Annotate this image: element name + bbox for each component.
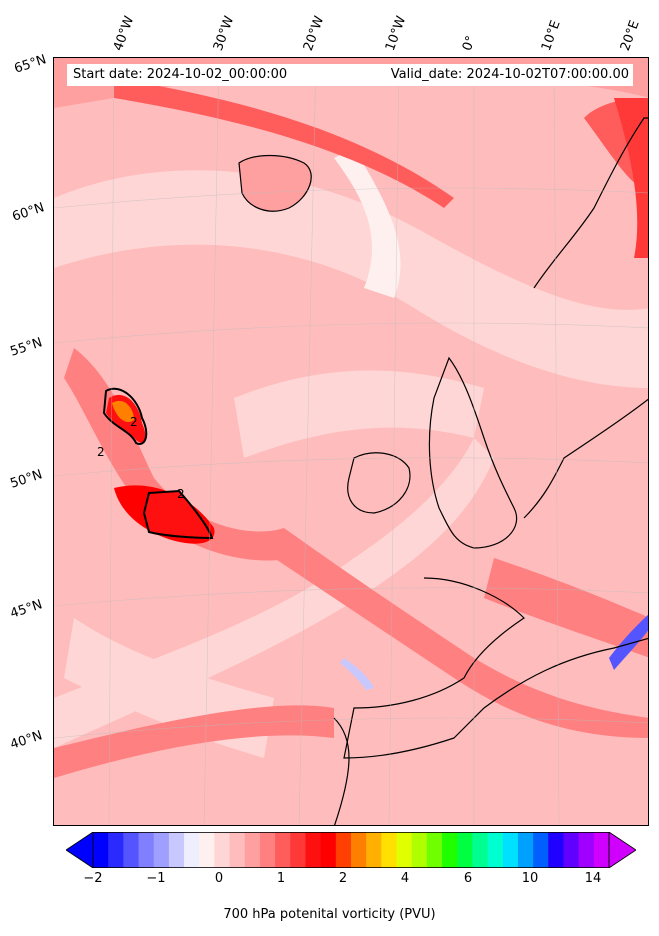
date-header: Start date: 2024-10-02_00:00:00 Valid_da…	[67, 64, 633, 86]
colorbar-swatch	[396, 832, 413, 868]
lon-label-30w: 30°W	[210, 14, 238, 53]
colorbar-title: 700 hPa potenital vorticity (PVU)	[223, 907, 436, 922]
colorbar-swatch	[366, 832, 382, 868]
lat-label-40n: 40°N	[8, 728, 45, 753]
lon-label-40w: 40°W	[110, 14, 138, 53]
colorbar-tick: 2	[338, 871, 348, 886]
colorbar-tick: 14	[584, 871, 602, 886]
colorbar-swatch	[351, 832, 367, 868]
colorbar-extend-high	[608, 832, 636, 868]
lat-label-60n: 60°N	[10, 200, 47, 225]
colorbar-swatch	[335, 832, 352, 868]
colorbar-tick: −2	[83, 871, 103, 886]
colorbar	[66, 832, 636, 868]
colorbar-tick: 10	[521, 871, 539, 886]
colorbar-swatch	[214, 832, 231, 868]
colorbar-swatch	[533, 832, 549, 868]
colorbar-swatch	[275, 832, 291, 868]
lat-label-65n: 65°N	[12, 52, 49, 77]
lon-label-20w: 20°W	[300, 14, 328, 53]
colorbar-swatch	[593, 832, 610, 868]
colorbar-swatch	[199, 832, 215, 868]
colorbar-swatch	[153, 832, 170, 868]
colorbar-swatch	[517, 832, 534, 868]
colorbar-tick: 1	[276, 871, 286, 886]
colorbar-swatch	[138, 832, 155, 868]
start-date-label: Start date: 2024-10-02_00:00:00	[73, 67, 288, 82]
colorbar-swatch	[259, 832, 276, 868]
colorbar-swatch	[487, 832, 504, 868]
colorbar-swatch	[381, 832, 398, 868]
colorbar-swatch	[502, 832, 519, 868]
contour-label: 2	[130, 415, 138, 429]
colorbar-tick: 4	[400, 871, 410, 886]
lon-label-10w: 10°W	[382, 14, 410, 53]
colorbar-swatch	[426, 832, 443, 868]
contour-label: 2	[97, 445, 105, 459]
colorbar-swatch	[290, 832, 306, 868]
colorbar-swatch	[229, 832, 246, 868]
lat-label-45n: 45°N	[8, 597, 45, 622]
lon-label-20e: 20°E	[617, 18, 643, 53]
lat-label-50n: 50°N	[8, 467, 45, 492]
colorbar-swatch	[305, 832, 322, 868]
colorbar-swatch	[578, 832, 595, 868]
colorbar-tick: 6	[463, 871, 473, 886]
contour-label: 2	[177, 487, 185, 501]
lon-label-10e: 10°E	[538, 18, 564, 53]
colorbar-extend-low	[66, 832, 94, 868]
lat-label-55n: 55°N	[8, 335, 45, 360]
colorbar-swatch	[108, 832, 124, 868]
colorbar-swatch	[457, 832, 473, 868]
colorbar-tick: −1	[146, 871, 166, 886]
colorbar-swatch	[320, 832, 337, 868]
colorbar-swatch	[442, 832, 458, 868]
colorbar-swatch	[184, 832, 200, 868]
colorbar-swatch	[563, 832, 580, 868]
colorbar-swatch	[548, 832, 564, 868]
colorbar-swatch	[411, 832, 428, 868]
colorbar-swatch	[472, 832, 489, 868]
colorbar-border	[92, 832, 610, 868]
map-panel	[53, 57, 649, 826]
colorbar-swatch	[93, 832, 109, 868]
valid-date-label: Valid_date: 2024-10-02T07:00:00.00	[390, 67, 629, 82]
pv-field	[54, 58, 648, 825]
colorbar-swatch	[244, 832, 261, 868]
colorbar-tick: 0	[214, 871, 224, 886]
lon-label-0: 0°	[459, 33, 480, 53]
colorbar-swatch	[123, 832, 140, 868]
colorbar-swatch	[168, 832, 185, 868]
